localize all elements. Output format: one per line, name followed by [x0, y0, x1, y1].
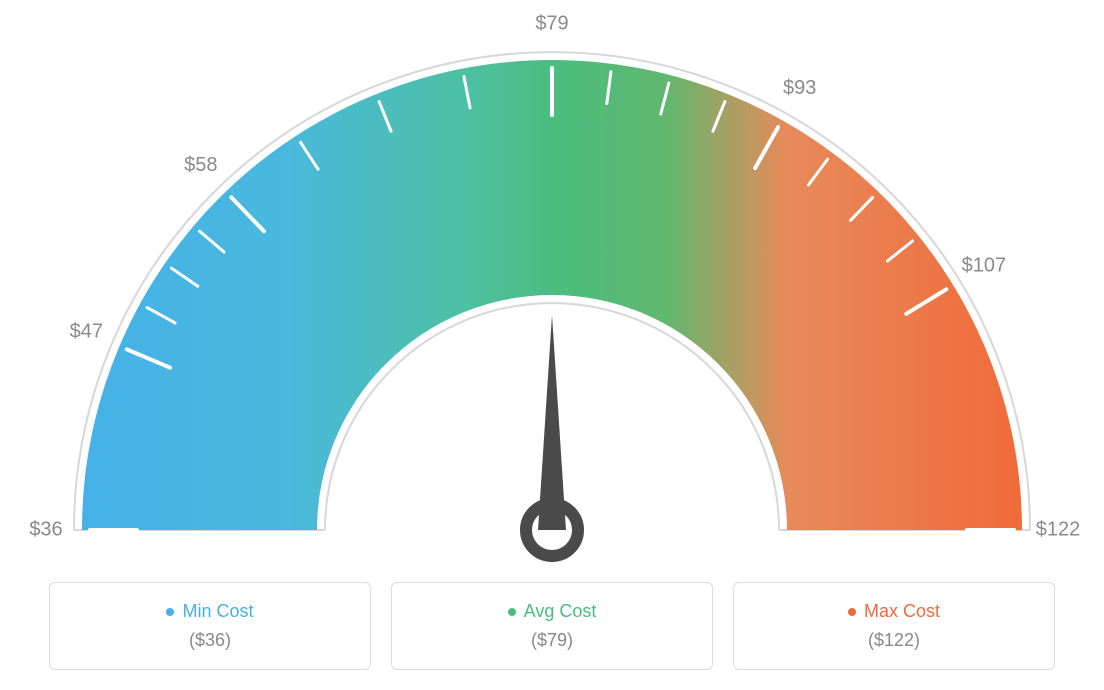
min-label: Min Cost: [182, 601, 253, 622]
max-value: ($122): [734, 630, 1054, 651]
max-dot: [848, 608, 856, 616]
tick-label: $47: [70, 320, 103, 342]
tick-label: $122: [1036, 518, 1081, 540]
legend-box-avg: Avg Cost ($79): [391, 582, 713, 670]
avg-dot: [508, 608, 516, 616]
tick-label: $36: [29, 518, 62, 540]
avg-value: ($79): [392, 630, 712, 651]
max-label: Max Cost: [864, 601, 940, 622]
tick-label: $79: [535, 12, 568, 34]
gauge-svg: $36 $47 $58 $79 $93 $107 $122: [0, 0, 1104, 570]
legend-box-min: Min Cost ($36): [49, 582, 371, 670]
gauge-chart: $36 $47 $58 $79 $93 $107 $122: [0, 0, 1104, 570]
min-dot: [166, 608, 174, 616]
legend-box-max: Max Cost ($122): [733, 582, 1055, 670]
tick-label: $107: [962, 255, 1007, 277]
gauge-needle: [538, 315, 566, 530]
min-value: ($36): [50, 630, 370, 651]
legend-row: Min Cost ($36) Avg Cost ($79) Max Cost (…: [0, 582, 1104, 670]
avg-label: Avg Cost: [524, 601, 597, 622]
tick-label: $93: [783, 77, 816, 99]
tick-label: $58: [184, 154, 217, 176]
